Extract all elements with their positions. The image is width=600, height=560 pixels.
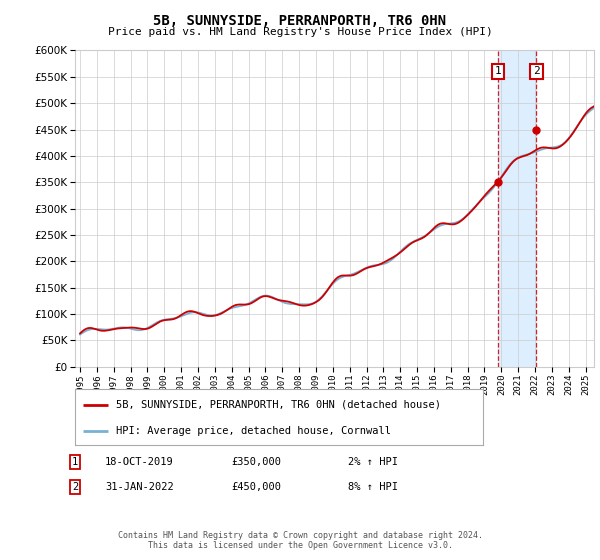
Text: 1: 1 xyxy=(494,67,501,77)
Text: Contains HM Land Registry data © Crown copyright and database right 2024.
This d: Contains HM Land Registry data © Crown c… xyxy=(118,530,482,550)
Text: £450,000: £450,000 xyxy=(231,482,281,492)
Text: 2% ↑ HPI: 2% ↑ HPI xyxy=(348,457,398,467)
Text: HPI: Average price, detached house, Cornwall: HPI: Average price, detached house, Corn… xyxy=(116,426,391,436)
Text: Price paid vs. HM Land Registry's House Price Index (HPI): Price paid vs. HM Land Registry's House … xyxy=(107,27,493,37)
Text: 1: 1 xyxy=(72,457,78,467)
Text: 18-OCT-2019: 18-OCT-2019 xyxy=(105,457,174,467)
Text: 2: 2 xyxy=(72,482,78,492)
Text: 5B, SUNNYSIDE, PERRANPORTH, TR6 0HN: 5B, SUNNYSIDE, PERRANPORTH, TR6 0HN xyxy=(154,14,446,28)
Text: £350,000: £350,000 xyxy=(231,457,281,467)
Text: 5B, SUNNYSIDE, PERRANPORTH, TR6 0HN (detached house): 5B, SUNNYSIDE, PERRANPORTH, TR6 0HN (det… xyxy=(116,400,441,410)
Bar xyxy=(498,50,536,367)
Text: 2: 2 xyxy=(533,67,540,77)
Text: 8% ↑ HPI: 8% ↑ HPI xyxy=(348,482,398,492)
Text: 31-JAN-2022: 31-JAN-2022 xyxy=(105,482,174,492)
